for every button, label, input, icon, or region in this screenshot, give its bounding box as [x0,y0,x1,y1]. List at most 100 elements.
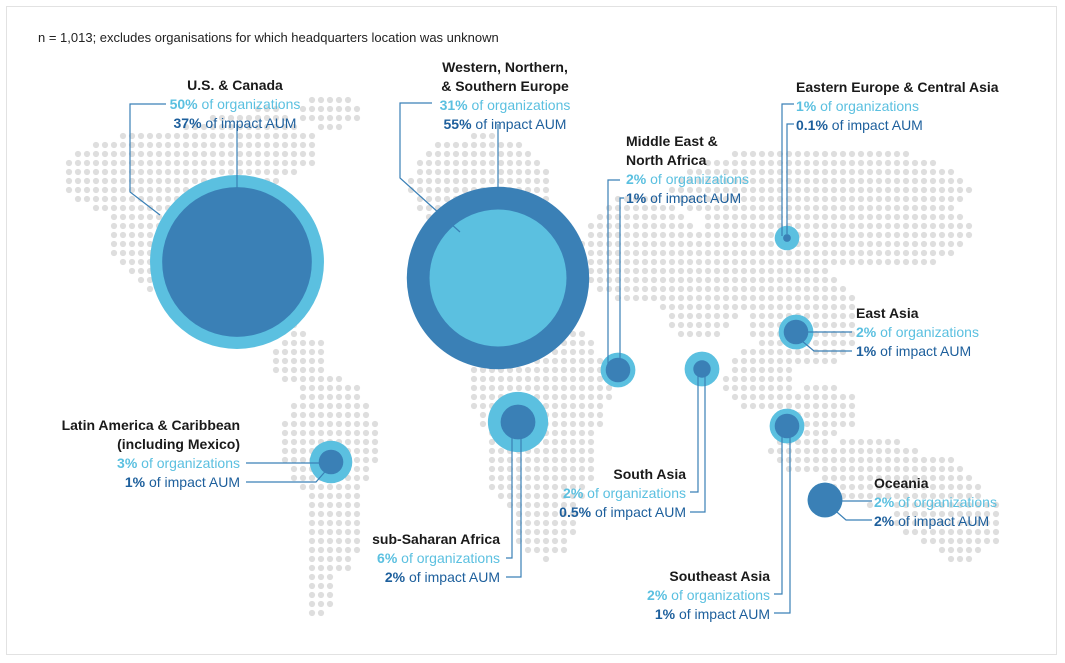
map-dot [749,276,757,284]
map-dot [587,258,595,266]
map-dot [749,195,757,203]
map-dot [578,402,586,410]
map-dot [236,141,244,149]
map-dot [146,177,154,185]
map-dot [497,483,505,491]
map-dot [344,546,352,554]
map-dot [902,483,910,491]
map-dot [857,204,865,212]
map-dot [137,159,145,167]
map-dot [722,276,730,284]
map-dot [830,249,838,257]
map-dot [173,159,181,167]
map-dot [308,591,316,599]
map-dot [830,402,838,410]
map-dot [551,474,559,482]
map-dot [308,510,316,518]
map-dot [758,285,766,293]
map-dot [947,483,955,491]
map-dot [776,312,784,320]
map-dot [479,366,487,374]
map-dot [938,186,946,194]
map-dot [227,168,235,176]
org-pct: 50% [169,96,198,112]
map-dot [497,159,505,167]
map-dot [326,411,334,419]
map-dot [659,303,667,311]
map-dot [731,276,739,284]
map-dot [830,465,838,473]
map-dot [299,447,307,455]
map-dot [767,348,775,356]
map-dot [713,294,721,302]
map-dot [551,375,559,383]
map-dot [830,294,838,302]
map-dot [551,438,559,446]
map-dot [506,150,514,158]
map-dot [677,267,685,275]
map-dot [884,222,892,230]
aum-suffix: of impact AUM [894,513,990,529]
map-dot [821,258,829,266]
map-dot [821,168,829,176]
map-dot [659,258,667,266]
map-dot [524,474,532,482]
map-dot [731,393,739,401]
map-dot [542,555,550,563]
map-dot [731,285,739,293]
map-dot [578,366,586,374]
map-dot [830,285,838,293]
map-dot [758,312,766,320]
map-dot [308,420,316,428]
map-dot [299,150,307,158]
map-dot [569,429,577,437]
map-dot [821,411,829,419]
map-dot [731,150,739,158]
map-dot [902,150,910,158]
map-dot [317,483,325,491]
map-dot [803,240,811,248]
map-dot [749,204,757,212]
map-dot [164,132,172,140]
map-dot [146,141,154,149]
map-dot [569,411,577,419]
map-dot [929,537,937,545]
map-dot [641,258,649,266]
map-dot [569,519,577,527]
map-dot [911,195,919,203]
aum-pct: 2% [384,569,406,585]
map-dot [704,312,712,320]
map-dot [155,150,163,158]
map-dot [920,177,928,185]
map-dot [767,357,775,365]
map-dot [353,456,361,464]
map-dot [803,267,811,275]
map-dot [155,204,163,212]
map-dot [650,276,658,284]
map-dot [695,204,703,212]
map-dot [776,393,784,401]
map-dot [542,546,550,554]
map-dot [164,150,172,158]
map-dot [542,510,550,518]
map-dot [722,204,730,212]
map-dot [587,240,595,248]
map-dot [281,339,289,347]
map-dot [686,285,694,293]
map-dot [479,132,487,140]
map-dot [839,285,847,293]
map-dot [560,456,568,464]
map-dot [929,195,937,203]
map-dot [191,141,199,149]
region-title: Southeast Asia [669,568,770,584]
map-dot [659,240,667,248]
map-dot [353,528,361,536]
map-dot [848,393,856,401]
map-dot [704,177,712,185]
map-dot [497,168,505,176]
map-dot [740,285,748,293]
map-dot [821,384,829,392]
map-dot [317,384,325,392]
map-dot [704,204,712,212]
map-dot [155,159,163,167]
